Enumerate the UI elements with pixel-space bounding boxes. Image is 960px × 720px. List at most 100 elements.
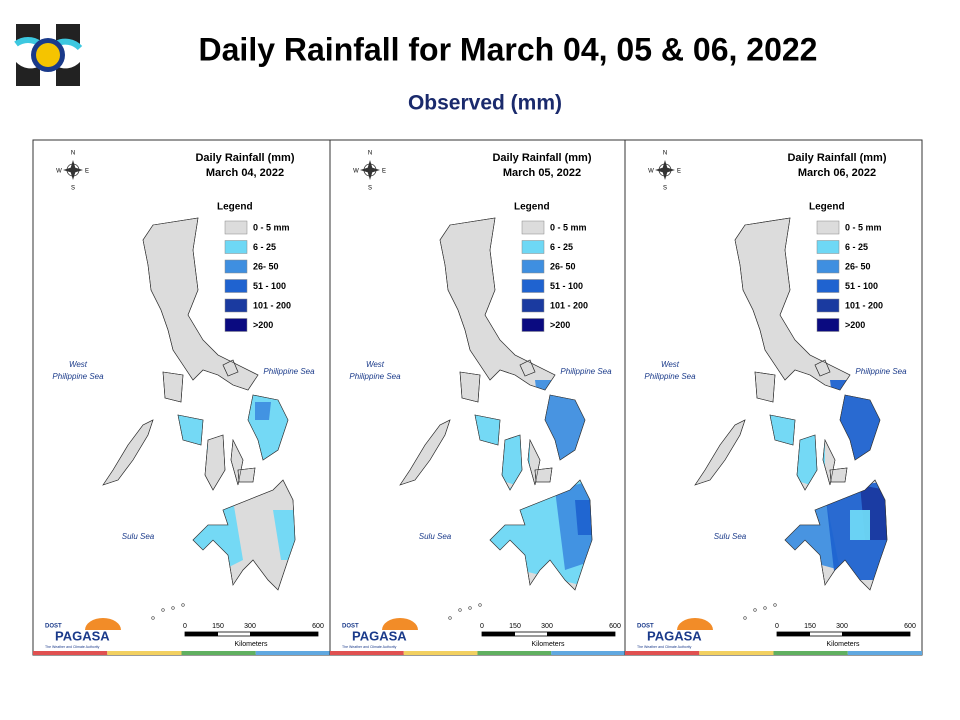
legend-swatch xyxy=(816,279,840,293)
scale-label: 300 xyxy=(541,623,553,630)
compass-letter: E xyxy=(382,169,386,175)
land-outline xyxy=(439,217,556,391)
islet xyxy=(468,606,472,610)
compass-letter: E xyxy=(677,169,681,175)
legend-label: 0 - 5 mm xyxy=(253,222,290,232)
legend-swatch xyxy=(224,298,248,313)
panel-date: March 05, 2022 xyxy=(503,167,581,179)
legend-swatch xyxy=(224,220,248,235)
footer-stripe xyxy=(33,651,108,655)
brand-tagline: The Weather and Climate Authority xyxy=(342,645,397,649)
sea-label: Sulu Sea xyxy=(419,532,452,541)
scale-bar-fill xyxy=(842,632,910,636)
brand-tagline: The Weather and Climate Authority xyxy=(637,645,692,649)
land xyxy=(829,467,848,483)
compass-ring xyxy=(66,163,80,177)
islet xyxy=(478,603,482,607)
land-outline xyxy=(839,394,881,461)
scale-label: 0 xyxy=(775,623,779,630)
legend-label: 26- 50 xyxy=(253,261,279,271)
islet xyxy=(181,603,185,607)
legend-swatch xyxy=(816,259,840,274)
sea-label: West xyxy=(661,360,680,369)
panel-date: March 06, 2022 xyxy=(798,167,876,179)
map-panel: N W E S Daily Rainfall (mm) March 05, 2022 Leg… xyxy=(329,139,626,656)
land-outline xyxy=(527,438,541,486)
islet xyxy=(171,606,175,610)
legend-label: 0 - 5 mm xyxy=(845,222,882,232)
legend-label: >200 xyxy=(253,320,273,330)
land xyxy=(534,467,553,483)
legend-swatch xyxy=(521,279,545,293)
sea-label: Philippine Sea xyxy=(349,372,401,381)
legend-swatch xyxy=(224,240,248,254)
legend-swatch xyxy=(224,318,248,332)
islet xyxy=(773,603,777,607)
scale-label: 300 xyxy=(836,623,848,630)
brand-agency: DOST xyxy=(637,624,654,630)
panels: N W E S Daily Rainfall (mm) March 04, 2022 Leg… xyxy=(32,139,923,656)
footer-stripe xyxy=(773,651,848,655)
scale-unit: Kilometers xyxy=(234,641,268,648)
land-outline xyxy=(162,371,184,403)
land xyxy=(459,371,481,403)
subtitle: Observed (mm) xyxy=(408,92,562,115)
compass-letter: W xyxy=(353,169,359,175)
scale-unit: Kilometers xyxy=(826,641,860,648)
footer-stripe xyxy=(625,651,700,655)
sea-label: West xyxy=(366,360,385,369)
brand-name: PAGASA xyxy=(352,628,407,643)
sea-label: Sulu Sea xyxy=(122,532,155,541)
compass-letter: W xyxy=(648,169,654,175)
islet xyxy=(743,616,747,620)
brand-tagline: The Weather and Climate Authority xyxy=(45,645,100,649)
land-outline xyxy=(204,434,226,491)
legend-swatch xyxy=(816,298,840,313)
legend-label: 26- 50 xyxy=(550,261,576,271)
logo xyxy=(14,24,83,86)
compass-letter: N xyxy=(368,151,372,157)
brand-name: PAGASA xyxy=(647,628,702,643)
legend-label: 6 - 25 xyxy=(253,242,276,252)
brand-umbrella xyxy=(382,618,418,630)
land-outline xyxy=(769,414,796,446)
panel-title: Daily Rainfall (mm) xyxy=(787,152,886,164)
land-outline xyxy=(796,434,818,491)
logo-seal-inner xyxy=(36,43,60,67)
compass xyxy=(63,160,83,180)
compass-letter: N xyxy=(71,151,75,157)
islet xyxy=(448,616,452,620)
legend-swatch xyxy=(224,279,248,293)
sea-label: Philippine Sea xyxy=(52,372,104,381)
compass xyxy=(655,160,675,180)
footer-stripe xyxy=(403,651,478,655)
land xyxy=(754,371,776,403)
scale-label: 0 xyxy=(480,623,484,630)
land-outline xyxy=(694,419,746,486)
legend-label: 6 - 25 xyxy=(550,242,573,252)
legend-swatch xyxy=(816,240,840,254)
sea-label: West xyxy=(69,360,88,369)
land-outline xyxy=(519,359,536,377)
sea-label: Philippine Sea xyxy=(263,367,315,376)
brand-umbrella xyxy=(85,618,121,630)
land-outline xyxy=(489,479,593,591)
land-outline xyxy=(734,217,851,391)
scale-label: 600 xyxy=(904,623,916,630)
sea-label: Philippine Sea xyxy=(560,367,612,376)
land-outline xyxy=(192,479,296,591)
legend-label: 0 - 5 mm xyxy=(550,222,587,232)
footer-stripe xyxy=(847,651,922,655)
panel-title: Daily Rainfall (mm) xyxy=(492,152,591,164)
land-outline xyxy=(829,467,848,483)
islet xyxy=(151,616,155,620)
footer-stripe xyxy=(181,651,256,655)
scale-label: 150 xyxy=(509,623,521,630)
legend-swatch xyxy=(521,240,545,254)
rain-area xyxy=(575,500,592,535)
scale-bar-fill xyxy=(482,632,515,636)
compass-letter: S xyxy=(368,186,372,192)
legend-label: 6 - 25 xyxy=(845,242,868,252)
rain-area xyxy=(255,402,271,420)
